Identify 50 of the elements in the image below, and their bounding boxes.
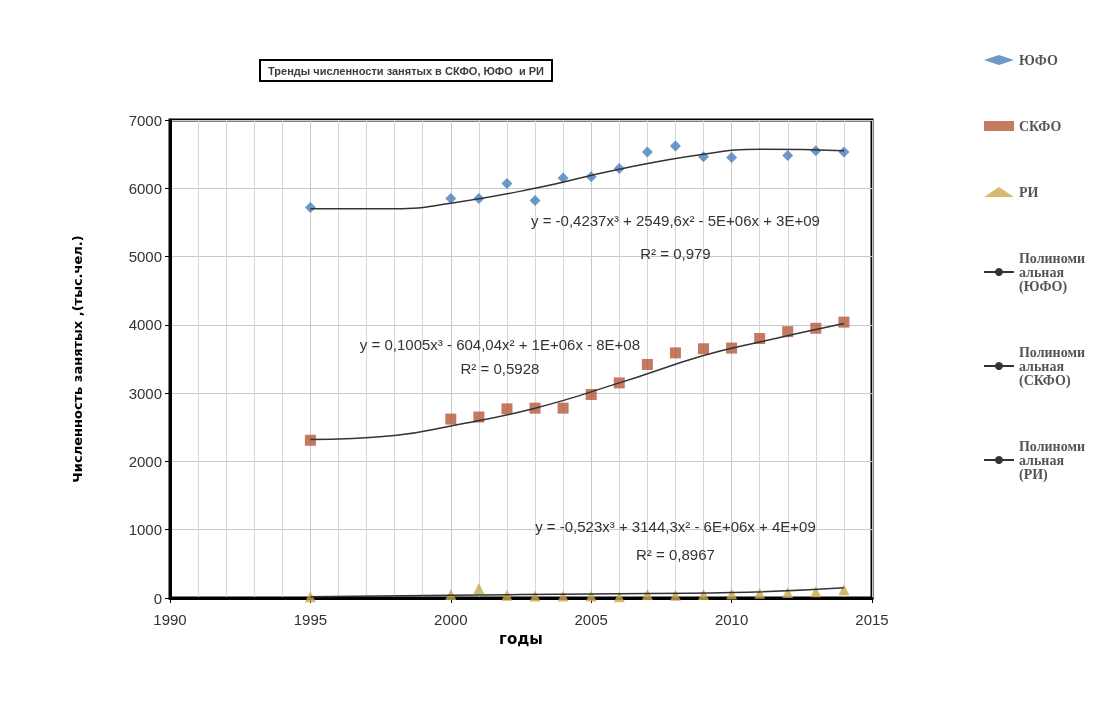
point xyxy=(641,589,653,601)
point xyxy=(529,195,541,207)
point xyxy=(501,178,513,190)
legend-label: Полиномиальная (РИ) xyxy=(1018,438,1085,483)
y-tick-label: 3000 xyxy=(128,384,162,402)
annotation: R² = 0,5928 xyxy=(460,360,540,378)
x-tick-label: 2015 xyxy=(855,611,889,628)
point xyxy=(445,413,457,425)
y-tick-label: 4000 xyxy=(128,316,162,334)
x-axis-title: годы xyxy=(499,630,543,649)
x-tick-label: 2000 xyxy=(434,611,468,628)
point xyxy=(838,584,850,596)
x-tick-label: 2005 xyxy=(574,611,608,628)
point xyxy=(641,146,653,158)
point xyxy=(669,347,681,359)
legend-label: ЮФО xyxy=(1018,52,1058,68)
chart-title: Тренды численности занятых в СКФО, ЮФО и РИ xyxy=(268,64,545,77)
annotation: R² = 0,979 xyxy=(640,245,711,263)
x-tick-label: 2010 xyxy=(714,611,749,628)
y-tick-label: 6000 xyxy=(128,179,162,197)
point xyxy=(838,146,850,158)
point xyxy=(501,589,513,601)
point xyxy=(782,150,794,162)
legend-label: Полиномиальная (ЮФО) xyxy=(1018,250,1085,295)
point xyxy=(698,343,710,355)
point xyxy=(473,582,485,594)
x-tick-label: 1995 xyxy=(293,611,328,628)
point xyxy=(838,316,850,328)
annotation: R² = 0,8967 xyxy=(636,546,715,564)
point xyxy=(304,434,316,446)
point xyxy=(726,152,738,164)
legend-label: СКФО xyxy=(1018,118,1062,134)
point xyxy=(669,140,681,152)
legend-label: Полиномиальная (СКФО) xyxy=(1018,344,1085,389)
legend-label: РИ xyxy=(1018,184,1039,200)
point xyxy=(501,403,513,415)
y-tick-label: 5000 xyxy=(128,248,162,266)
y-tick-label: 7000 xyxy=(128,111,162,129)
y-tick-label: 0 xyxy=(153,589,162,607)
y-axis-title: Численность занятых ,(тыс.чел.) xyxy=(70,235,85,483)
annotation: y = -0,4237x³ + 2549,6x² - 5E+06x + 3E+09 xyxy=(530,211,820,229)
point xyxy=(669,589,681,601)
annotation: y = 0,1005x³ - 604,04x² + 1E+06x - 8E+08 xyxy=(359,336,641,354)
point xyxy=(557,402,569,414)
point xyxy=(304,591,316,603)
y-tick-label: 2000 xyxy=(128,452,162,470)
y-tick-label: 1000 xyxy=(128,521,162,539)
x-tick-label: 1990 xyxy=(153,611,187,628)
point xyxy=(641,358,653,370)
annotation: y = -0,523x³ + 3144,3x² - 6E+06x + 4E+09 xyxy=(535,517,816,535)
